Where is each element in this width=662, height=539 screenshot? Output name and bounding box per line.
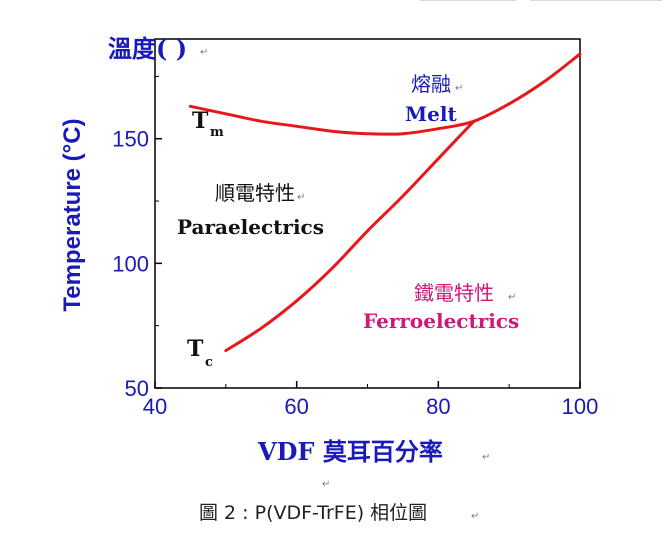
ferroelectric-chinese-label: 鐵電特性 (414, 281, 494, 305)
y-tick-label: 50 (125, 376, 149, 401)
curie-curve (224, 119, 476, 353)
xlabel-paragraph-mark: ↵ (482, 452, 490, 463)
tm-label: T (192, 108, 209, 134)
x-tick-label: 60 (284, 394, 308, 419)
x-axis-ticks: 40 60 80 100 (143, 381, 599, 419)
melt-chinese-label: 熔融 (411, 73, 451, 96)
plot-frame (154, 38, 581, 389)
tc-subscript: c (205, 355, 213, 370)
x-axis-label: VDF 莫耳百分率 (257, 437, 443, 466)
paraelectric-label: Paraelectrics (177, 215, 324, 239)
x-tick-label: 40 (143, 394, 167, 419)
tc-label: T (187, 336, 204, 362)
y-tick-label: 150 (112, 127, 149, 152)
top-rule-left (420, 0, 516, 1)
paraelectric-paragraph-mark: ↵ (297, 192, 305, 203)
top-rule-right (530, 0, 662, 1)
series-layer (188, 52, 582, 353)
y-axis-ticks: 50 100 150 (112, 75, 162, 401)
title-paragraph-mark: ↵ (200, 47, 208, 58)
melting-curve (188, 52, 582, 136)
melt-paragraph-mark: ↵ (455, 83, 463, 94)
chart-title: 溫度( ) (108, 34, 187, 63)
ferroelectric-paragraph-mark: ↵ (508, 292, 516, 303)
melt-label: Melt (405, 102, 457, 126)
x-tick-label: 80 (426, 394, 450, 419)
figure-caption: 圖 2 : P(VDF-TrFE) 相位圖 (199, 502, 427, 524)
caption-paragraph-mark: ↵ (471, 511, 479, 522)
x-tick-label: 100 (562, 394, 599, 419)
y-tick-label: 100 (112, 251, 149, 276)
y-axis-label: Temperature (°C) (59, 118, 86, 311)
empty-paragraph-mark: ↵ (322, 479, 330, 490)
tm-subscript: m (210, 125, 224, 140)
ferroelectric-label: Ferroelectrics (363, 309, 519, 333)
paraelectric-chinese-label: 順電特性 (215, 181, 295, 205)
